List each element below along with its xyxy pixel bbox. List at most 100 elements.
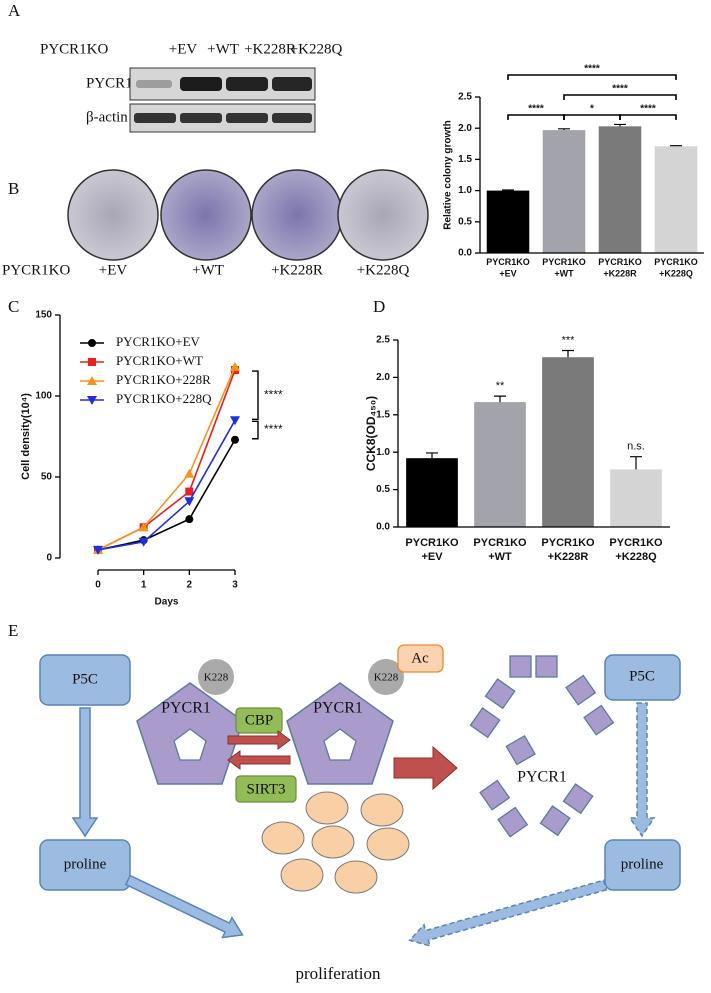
p5c-label: P5C [629, 668, 655, 684]
lane-label: +WT [207, 41, 239, 57]
marker [138, 522, 149, 532]
significance-label: *** [562, 334, 576, 346]
x-tick-label: PYCR1KO +K228Q [609, 537, 663, 563]
error-bar [614, 123, 626, 127]
significance-bracket [619, 114, 677, 120]
error-bar [558, 128, 570, 131]
label-line: PYCR1KO [654, 257, 698, 267]
cell [366, 827, 410, 861]
label-line: PYCR1KO [405, 537, 459, 549]
colony-plates: PYCR1KO +EV +WT +K228R +K228Q [2, 169, 429, 278]
cell [280, 858, 324, 892]
deacetylase-label: SIRT3 [246, 781, 285, 797]
marker [93, 545, 103, 555]
legend-label: PYCR1KO+228R [116, 372, 211, 387]
p5c-box [604, 654, 681, 701]
label-line: PYCR1KO [542, 257, 586, 267]
error-bar [426, 452, 438, 459]
cell [305, 791, 349, 825]
fragment [539, 805, 571, 837]
p5c-box [39, 654, 131, 706]
marker [138, 537, 149, 547]
band [226, 113, 268, 123]
error-bar [562, 349, 574, 358]
site-label: K228 [374, 672, 399, 684]
fragment [535, 655, 558, 678]
x-axis-label: Days [155, 597, 179, 608]
x-tick-label: PYCR1KO +K228R [598, 257, 642, 278]
legend-label: PYCR1KO+WT [116, 353, 203, 368]
legend-marker [88, 358, 96, 366]
lane-label: +EV [169, 41, 198, 57]
fragment [583, 704, 615, 736]
cells [261, 791, 410, 894]
plate [160, 169, 252, 261]
x-tick-label: PYCR1KO +EV [486, 257, 530, 278]
fragment [565, 674, 597, 706]
bar [474, 402, 526, 527]
bar [486, 190, 530, 253]
x-tick-label: 2 [187, 580, 193, 591]
x-tick-label: PYCR1KO +WT [473, 537, 527, 563]
marker [231, 435, 239, 444]
cell [360, 793, 404, 827]
site-label: K228 [204, 672, 229, 684]
x-tick-label: PYCR1KO +K228Q [654, 257, 698, 278]
blot-row-title: PYCR1KO [40, 41, 109, 57]
y-tick-label: 1.5 [458, 154, 472, 165]
significance-label: n.s. [627, 441, 645, 453]
significance-label: **** [612, 84, 628, 95]
band [226, 77, 268, 91]
significance-bracket [507, 114, 565, 120]
significance-label: **** [528, 104, 544, 115]
marker [185, 487, 194, 496]
legend-marker [87, 396, 97, 405]
bar [542, 357, 594, 527]
x-tick-label: PYCR1KO +EV [405, 537, 459, 563]
plate-row-title: PYCR1KO [2, 262, 71, 278]
legend-marker [87, 376, 97, 385]
proline-box [604, 839, 681, 891]
bar [654, 146, 698, 253]
band [272, 113, 312, 123]
significance-label: **** [264, 387, 283, 401]
bar [610, 469, 662, 527]
marker [184, 497, 195, 507]
panel-label: B [8, 179, 19, 198]
marker [230, 361, 240, 371]
cell [334, 860, 378, 894]
legend-marker [88, 339, 96, 347]
y-tick-label: 2.5 [458, 92, 472, 103]
marker [184, 468, 195, 478]
cell [261, 821, 305, 855]
fragment [479, 779, 511, 811]
active-site [173, 728, 207, 761]
plate [251, 169, 343, 261]
marker [185, 515, 194, 524]
fragment [509, 655, 532, 678]
y-axis-label: Cell density(10⁴) [20, 393, 32, 480]
band [136, 80, 172, 88]
error-bar [494, 395, 506, 403]
significance-label: **** [640, 104, 656, 115]
outcome-label: proliferation [296, 964, 381, 983]
label-line: +K228Q [615, 551, 657, 563]
fragment [505, 734, 536, 766]
significance-label: * [590, 104, 594, 115]
bar [542, 130, 586, 253]
proline-label: proline [621, 856, 664, 872]
x-tick-label: 1 [141, 580, 147, 591]
panel-label: D [373, 297, 385, 316]
blot-row-label: PYCR1 [86, 75, 133, 91]
y-tick-label: 0.0 [458, 248, 472, 259]
arrow [124, 874, 244, 939]
acetylase-label: CBP [245, 712, 273, 728]
legend-label: PYCR1KO+EV [116, 334, 201, 349]
cell [311, 825, 355, 859]
label-line: +K228Q [659, 269, 693, 279]
y-tick-label: 1.0 [376, 447, 390, 458]
label-line: +EV [421, 551, 443, 563]
degradation-arrow [393, 745, 458, 791]
deacetylation-arrow [227, 750, 291, 770]
p5c-label: P5C [72, 671, 98, 687]
